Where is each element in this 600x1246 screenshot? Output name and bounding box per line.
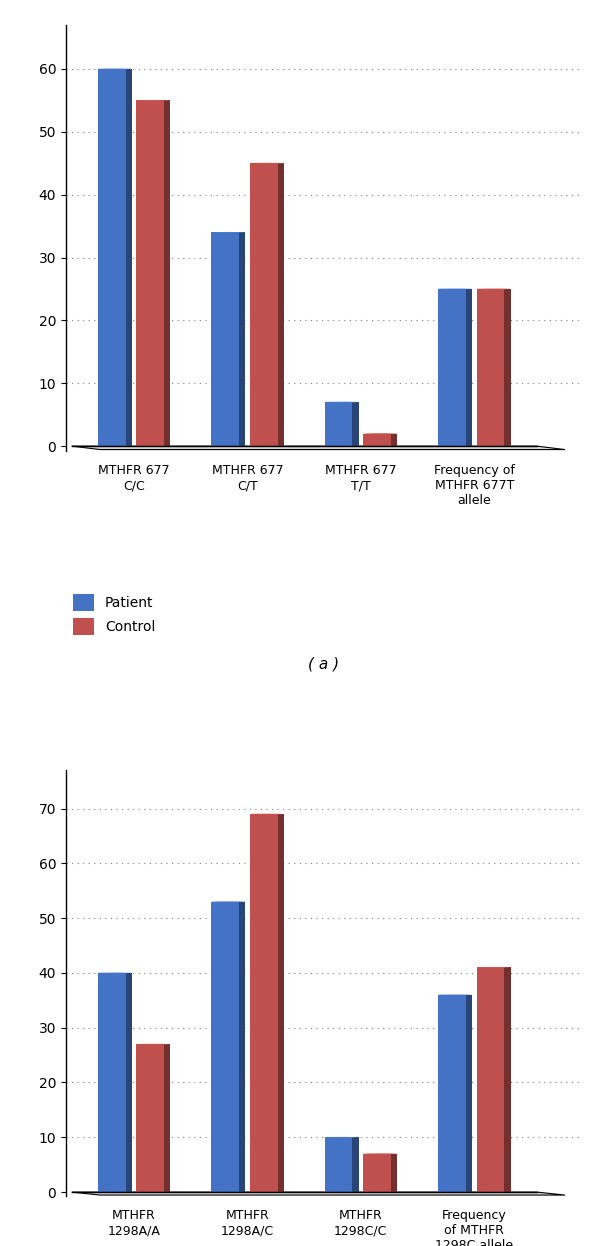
Bar xyxy=(125,973,132,1192)
Bar xyxy=(125,69,132,446)
Bar xyxy=(391,1154,397,1192)
Bar xyxy=(363,434,397,446)
Bar xyxy=(438,289,472,446)
Bar xyxy=(136,101,170,446)
Bar xyxy=(164,101,170,446)
Bar xyxy=(505,967,511,1192)
Bar xyxy=(438,994,472,1192)
Bar xyxy=(476,967,511,1192)
Bar xyxy=(278,163,284,446)
Bar xyxy=(250,163,284,446)
Bar xyxy=(164,1044,170,1192)
Bar xyxy=(239,902,245,1192)
Bar xyxy=(476,289,511,446)
Legend: Patient, Control: Patient, Control xyxy=(73,594,155,635)
Bar xyxy=(136,1044,170,1192)
Bar xyxy=(352,402,359,446)
Bar xyxy=(239,232,245,446)
Polygon shape xyxy=(71,1192,565,1195)
Bar xyxy=(325,402,359,446)
Bar xyxy=(363,1154,397,1192)
Bar xyxy=(211,232,245,446)
Bar xyxy=(325,1138,359,1192)
Bar xyxy=(466,994,472,1192)
Text: ( a ): ( a ) xyxy=(308,657,340,672)
Bar xyxy=(466,289,472,446)
Bar xyxy=(352,1138,359,1192)
Bar xyxy=(98,69,132,446)
Bar xyxy=(278,814,284,1192)
Bar xyxy=(211,902,245,1192)
Bar xyxy=(391,434,397,446)
Bar xyxy=(250,814,284,1192)
Bar xyxy=(505,289,511,446)
Polygon shape xyxy=(71,446,565,450)
Bar xyxy=(98,973,132,1192)
